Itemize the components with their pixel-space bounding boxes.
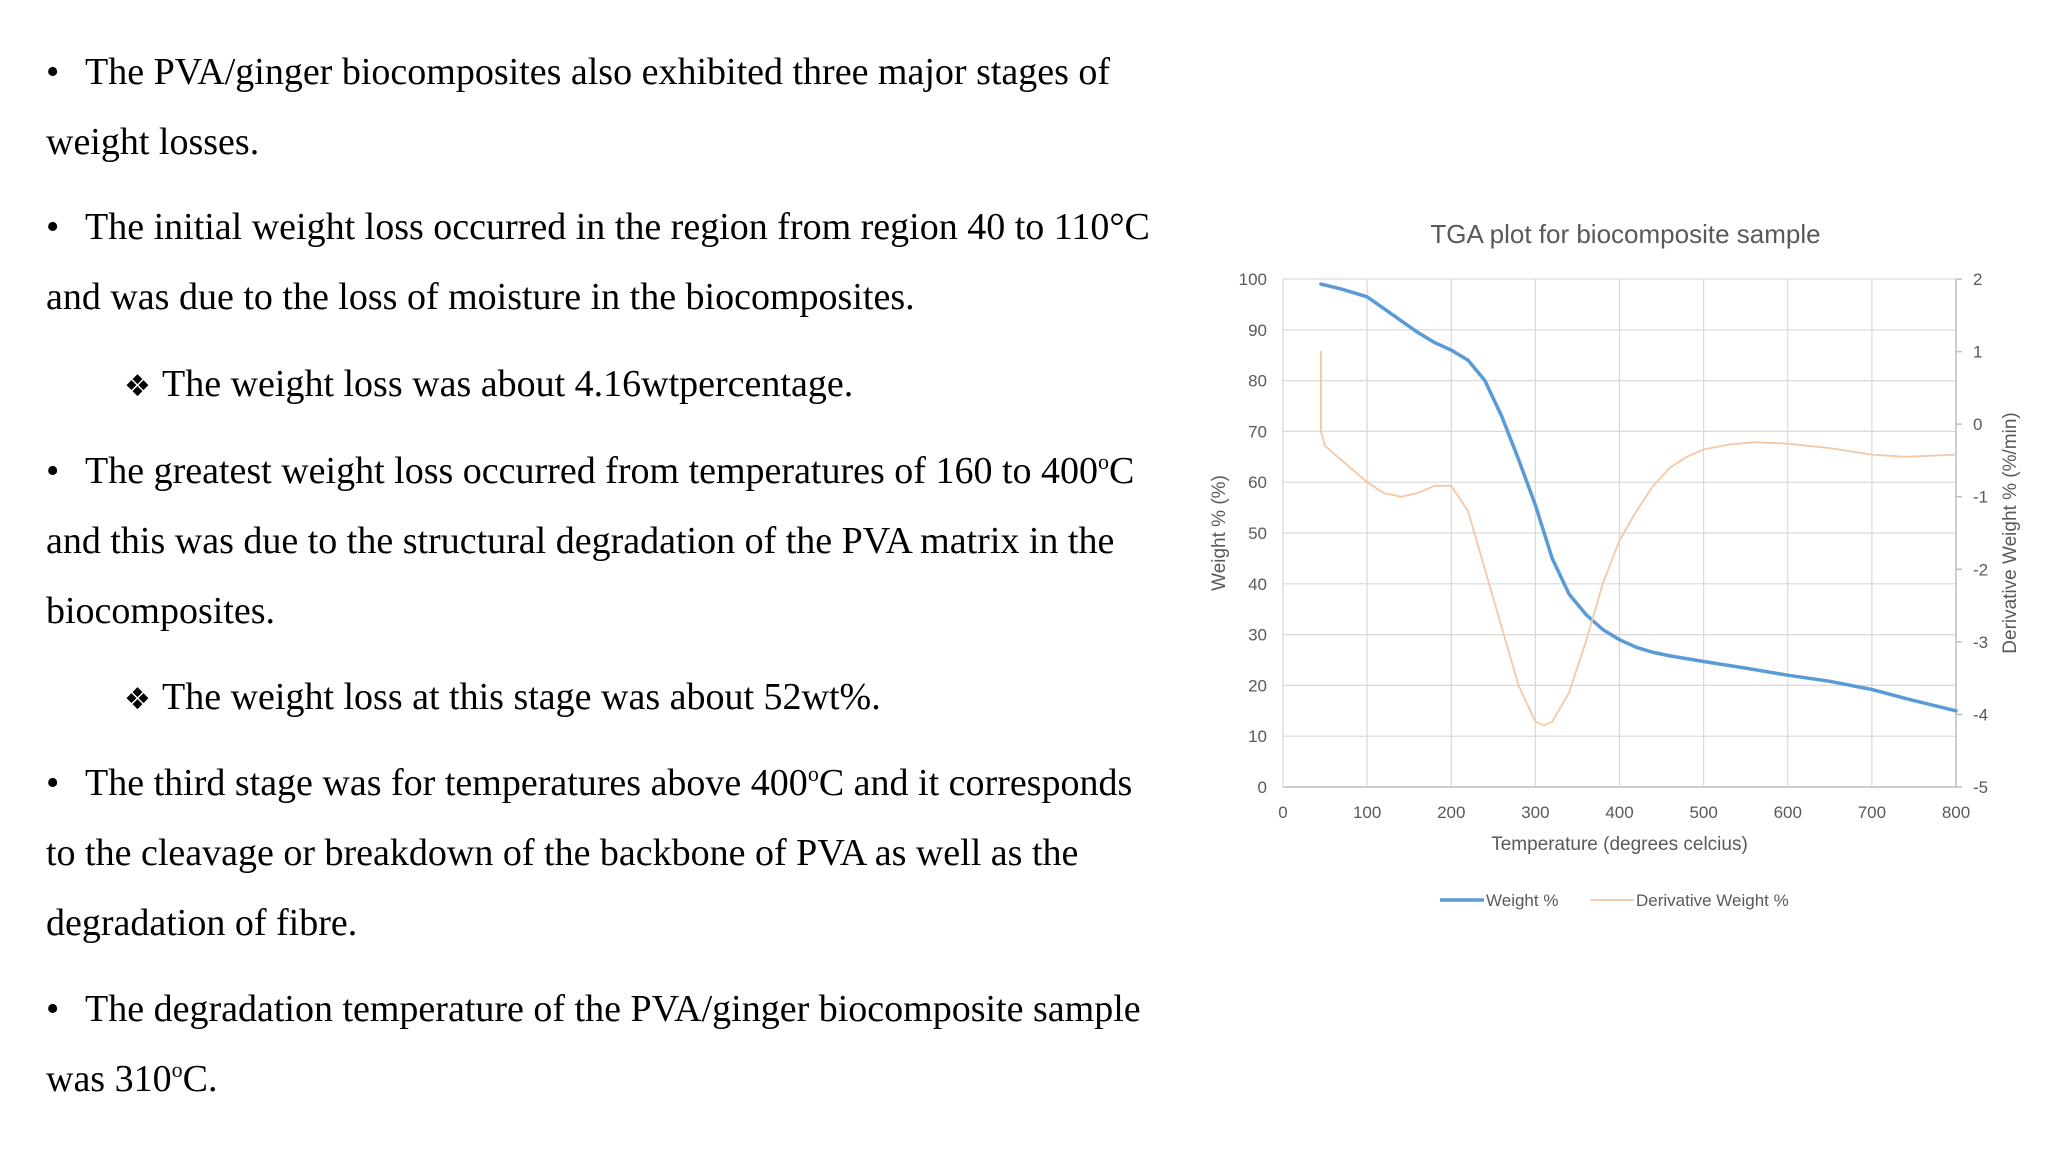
x-tick-label: 700 — [1858, 803, 1886, 822]
x-tick-label: 0 — [1278, 803, 1287, 822]
bullet-continuation: degradation of fibre. — [46, 901, 357, 945]
y-tick-label: 90 — [1248, 321, 1267, 340]
y-tick-label: 80 — [1248, 372, 1267, 391]
derivative-series-line — [1320, 350, 1957, 727]
bullet-continuation: weight losses. — [46, 120, 259, 164]
diamond-bullet-icon: ❖ — [124, 682, 151, 717]
sub-bullet-point: ❖ The weight loss at this stage was about… — [124, 675, 881, 722]
diamond-bullet-icon: ❖ — [124, 369, 151, 404]
line-text: and was due to the loss of moisture in t… — [46, 276, 915, 318]
bullet-continuation: biocomposites. — [46, 589, 275, 633]
x-tick-label: 400 — [1605, 803, 1633, 822]
y-tick-label: 0 — [1258, 778, 1267, 797]
line-text: weight losses. — [46, 121, 260, 163]
degree-superscript: o — [1098, 449, 1110, 474]
legend-label: Weight % — [1486, 891, 1558, 910]
line-text: and this was due to the structural degra… — [46, 520, 1115, 562]
bullet-continuation: was 310oC. — [46, 1057, 217, 1101]
y2-tick-label: -1 — [1973, 488, 1988, 507]
line-text-unit: C and it corresponds — [818, 762, 1133, 804]
bullet-point: • The greatest weight loss occurred from … — [46, 449, 1134, 493]
tga-chart: TGA plot for biocomposite sample 0 100 200 3… — [1190, 200, 2048, 940]
line-text: was 310 — [46, 1058, 172, 1100]
x-tick-label: 100 — [1353, 803, 1381, 822]
x-tick-label: 300 — [1521, 803, 1549, 822]
bullet-continuation: to the cleavage or breakdown of the back… — [46, 831, 1078, 875]
y-tick-label: 30 — [1248, 626, 1267, 645]
y-tick-label: 60 — [1248, 473, 1267, 492]
y2-tick-label: -2 — [1973, 560, 1988, 579]
line-text-unit: C — [1109, 450, 1135, 492]
line-text: The weight loss was about 4.16wtpercenta… — [162, 363, 854, 405]
y2-tick-label: -5 — [1973, 778, 1988, 797]
line-text: biocomposites. — [46, 590, 276, 632]
x-tick-label: 200 — [1437, 803, 1465, 822]
x-axis-title: Temperature (degrees celcius) — [1491, 834, 1748, 855]
x-tick-label: 500 — [1689, 803, 1717, 822]
line-text: The degradation temperature of the PVA/g… — [85, 988, 1141, 1030]
bullet-continuation: and this was due to the structural degra… — [46, 519, 1114, 563]
y2-axis-title: Derivative Weight % (%/min) — [2000, 412, 2021, 653]
line-text: The initial weight loss occurred in the … — [85, 206, 1150, 248]
y-tick-label: 20 — [1248, 676, 1267, 695]
y2-tick-label: -4 — [1973, 705, 1988, 724]
y-tick-label: 50 — [1248, 524, 1267, 543]
chart-title: TGA plot for biocomposite sample — [1430, 219, 1820, 249]
x-tick-label: 600 — [1774, 803, 1802, 822]
line-text: degradation of fibre. — [46, 902, 358, 944]
bullet-point: • The PVA/ginger biocomposites also exhib… — [46, 50, 1110, 94]
bullet-continuation: and was due to the loss of moisture in t… — [46, 275, 915, 319]
line-text: The third stage was for temperatures abo… — [85, 762, 808, 804]
y-tick-label: 70 — [1248, 422, 1267, 441]
y2-tick-label: 2 — [1973, 270, 1982, 289]
y2-tick-label: 0 — [1973, 415, 1982, 434]
y-tick-label: 10 — [1248, 727, 1267, 746]
line-text: The PVA/ginger biocomposites also exhibi… — [85, 51, 1111, 93]
line-text: to the cleavage or breakdown of the back… — [46, 832, 1079, 874]
y-axis-title: Weight % (%) — [1209, 475, 1230, 591]
bullet-dot-icon: • — [46, 762, 60, 804]
y2-tick-label: -3 — [1973, 633, 1988, 652]
legend-label: Derivative Weight % — [1636, 891, 1789, 910]
line-text-unit: C. — [182, 1058, 218, 1100]
bullet-dot-icon: • — [46, 206, 60, 248]
bullet-point: • The degradation temperature of the PVA/… — [46, 987, 1141, 1031]
weight-series-line — [1319, 282, 1958, 713]
bullet-point: • The third stage was for temperatures ab… — [46, 761, 1132, 805]
bullet-dot-icon: • — [46, 51, 60, 93]
slide-text-block: • The PVA/ginger biocomposites also exhib… — [46, 50, 1150, 1101]
degree-superscript: o — [807, 761, 819, 786]
y-tick-label: 100 — [1239, 270, 1267, 289]
y2-tick-label: 1 — [1973, 343, 1982, 362]
line-text: The greatest weight loss occurred from t… — [85, 450, 1099, 492]
degree-superscript: o — [171, 1057, 183, 1082]
bullet-dot-icon: • — [46, 988, 60, 1030]
y-tick-label: 40 — [1248, 575, 1267, 594]
bullet-dot-icon: • — [46, 450, 60, 492]
x-tick-label: 800 — [1942, 803, 1970, 822]
sub-bullet-point: ❖ The weight loss was about 4.16wtpercent… — [124, 362, 853, 409]
bullet-point: • The initial weight loss occurred in the… — [46, 205, 1150, 249]
line-text: The weight loss at this stage was about … — [162, 676, 881, 718]
